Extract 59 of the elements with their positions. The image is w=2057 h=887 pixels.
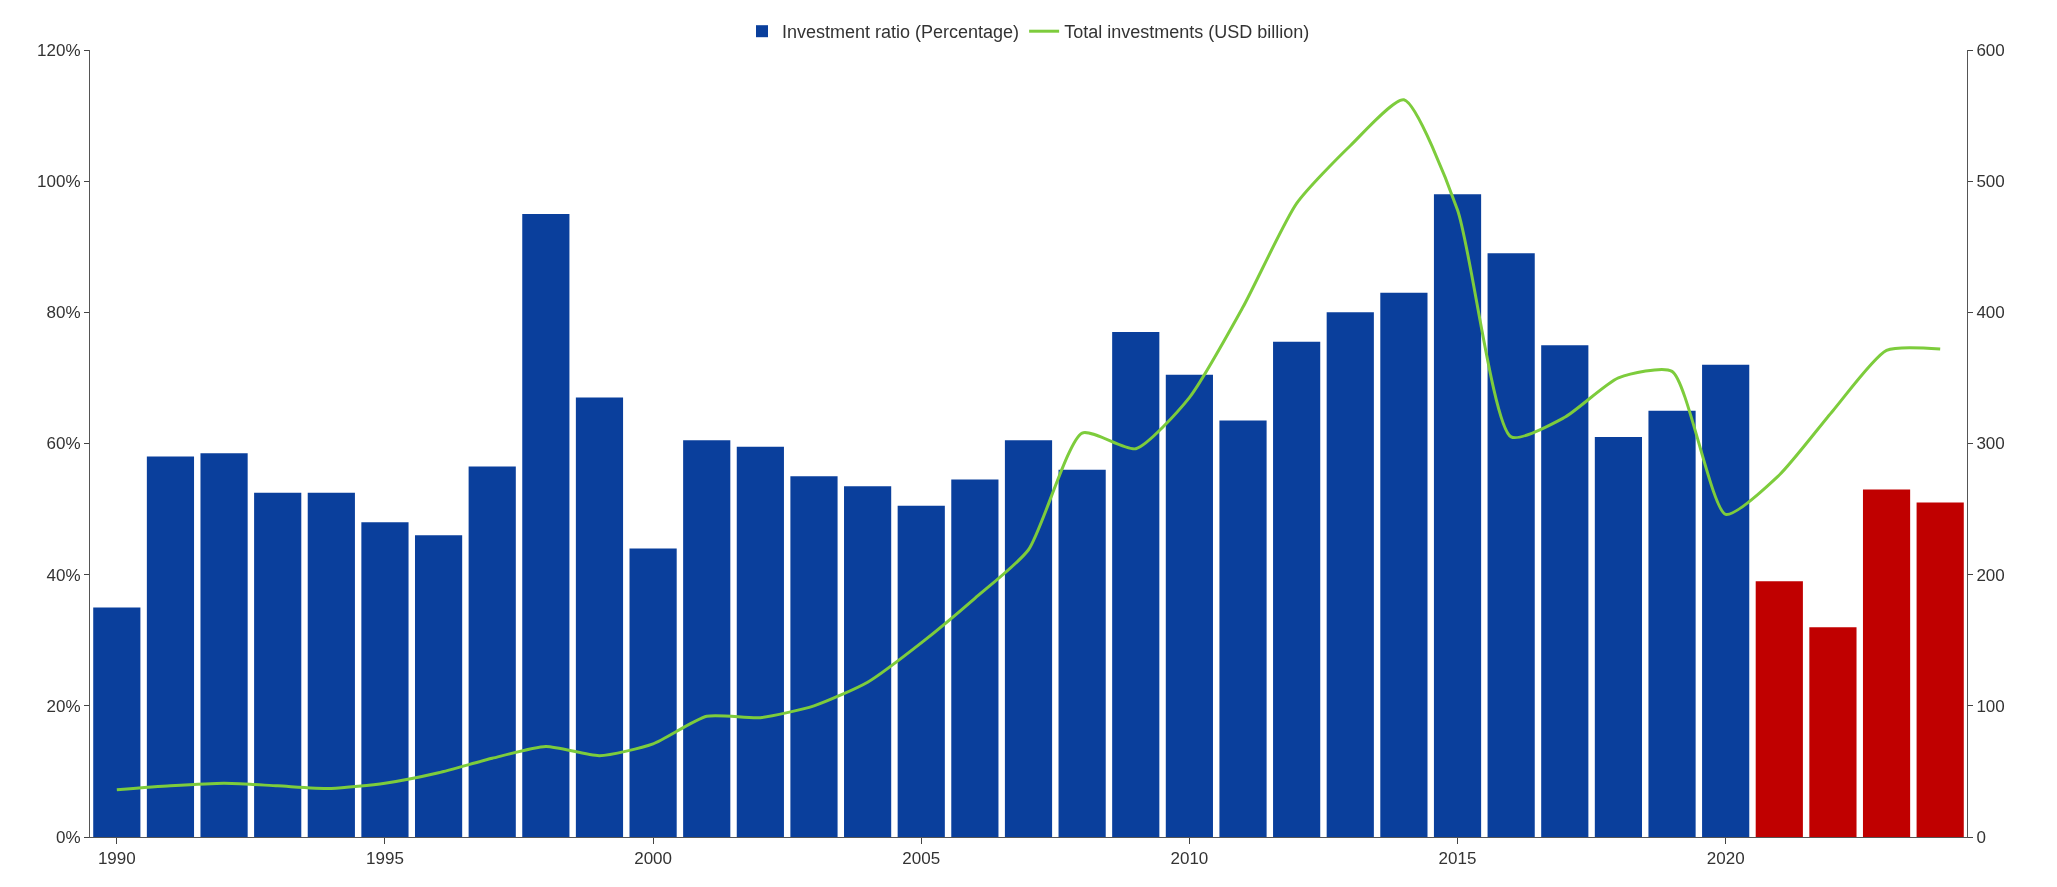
bar xyxy=(468,466,516,837)
bar xyxy=(1862,489,1911,837)
y2-tick-label: 200 xyxy=(1976,565,2005,585)
bar xyxy=(1594,436,1643,837)
legend-label: Total investments (USD billion) xyxy=(1064,22,1310,43)
bar xyxy=(1004,440,1053,837)
bar xyxy=(736,446,784,837)
y-tick-label: 40% xyxy=(46,565,81,585)
y-tick-label: 0% xyxy=(56,827,81,847)
x-tick-label: 1995 xyxy=(366,849,404,869)
x-tick-label: 2010 xyxy=(1170,849,1209,869)
y-tick-label: 100% xyxy=(37,172,81,192)
bar xyxy=(1648,410,1696,837)
bar xyxy=(683,440,731,837)
x-tick-label: 2015 xyxy=(1438,849,1477,869)
bar xyxy=(1380,292,1428,837)
legend-label: Investment ratio (Percentage) xyxy=(782,22,1020,43)
bar xyxy=(1326,312,1374,837)
x-tick-label: 1990 xyxy=(97,849,136,869)
bar xyxy=(1487,253,1535,837)
line-series xyxy=(115,98,1942,792)
x-tick-label: 2000 xyxy=(634,849,673,869)
y2-tick-label: 100 xyxy=(1976,696,2005,716)
bar xyxy=(575,397,624,837)
x-tick-label: 2005 xyxy=(902,849,941,869)
x-tick-label: 2020 xyxy=(1706,849,1745,869)
bar xyxy=(951,479,999,837)
y-tick-label: 60% xyxy=(46,434,81,454)
bar xyxy=(1219,420,1267,837)
bar xyxy=(1058,469,1106,837)
y-tick-label: 120% xyxy=(37,40,81,60)
y2-tick-label: 500 xyxy=(1976,172,2005,192)
bar xyxy=(790,476,838,837)
bar xyxy=(1916,502,1964,837)
bar xyxy=(1702,364,1750,837)
bar xyxy=(200,453,248,837)
bar xyxy=(844,486,892,837)
bar xyxy=(1165,374,1213,837)
y2-tick-label: 400 xyxy=(1976,303,2005,323)
bar xyxy=(897,505,945,837)
bar xyxy=(146,456,195,837)
y-tick-label: 20% xyxy=(46,696,81,716)
bar xyxy=(1755,581,1803,837)
y2-tick-label: 300 xyxy=(1976,434,2005,454)
bar xyxy=(1273,341,1321,837)
bar xyxy=(93,607,141,837)
bar xyxy=(307,492,355,837)
bar xyxy=(414,535,463,837)
bar xyxy=(1433,194,1482,837)
bar xyxy=(1112,332,1160,837)
y-tick-label: 80% xyxy=(46,303,81,323)
bar xyxy=(522,213,570,837)
bar xyxy=(1809,627,1857,837)
y2-tick-label: 600 xyxy=(1976,40,2005,60)
bar xyxy=(361,522,409,837)
bar xyxy=(1541,345,1589,837)
y2-tick-label: 0 xyxy=(1976,827,1986,847)
bar xyxy=(254,492,302,837)
bar xyxy=(629,548,677,837)
